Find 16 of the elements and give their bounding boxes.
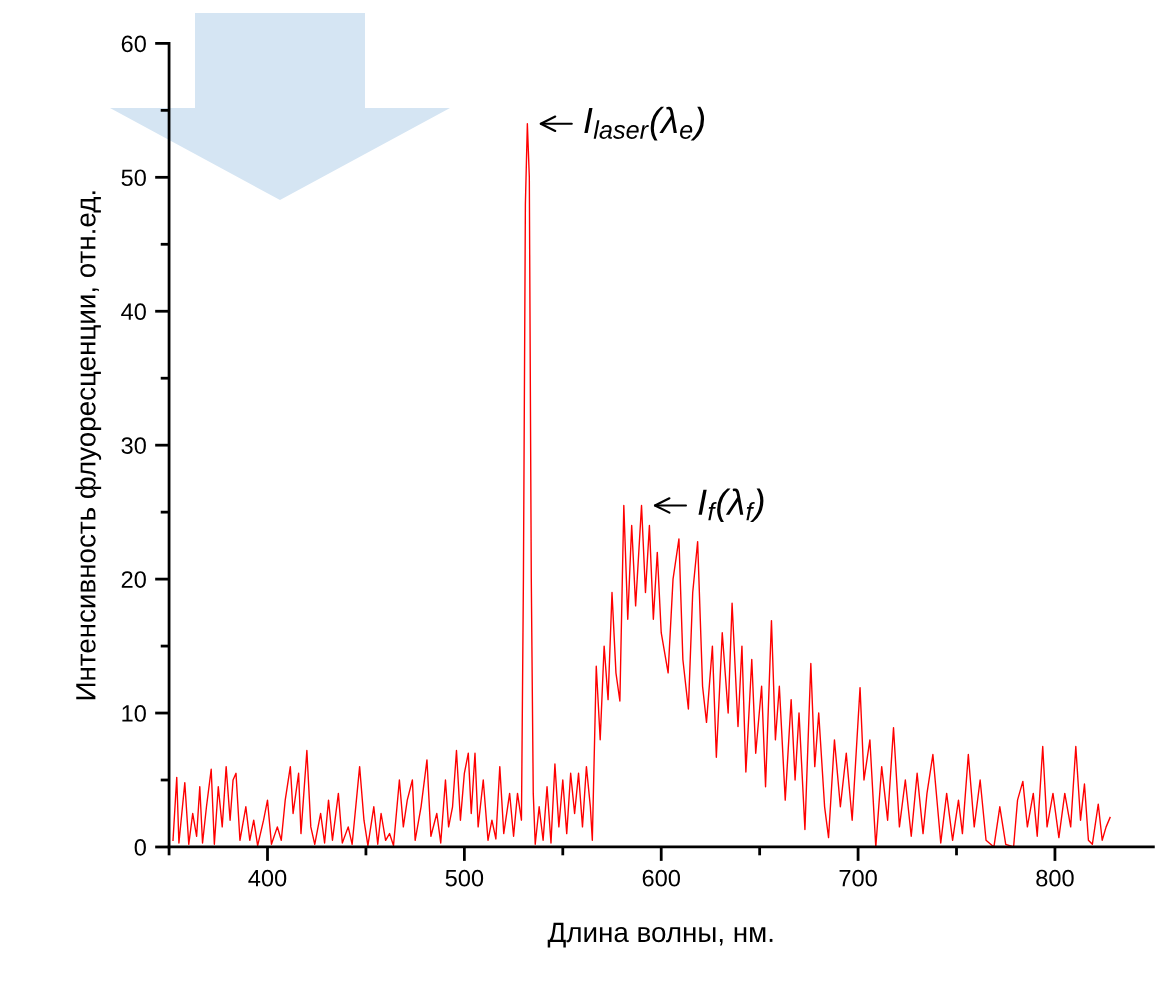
y-axis-title: Интенсивность флуоресценции, отн.ед.	[75, 191, 102, 700]
y-tick-label: 20	[121, 571, 146, 588]
y-tick-label: 0	[134, 839, 146, 856]
x-tick-label: 700	[839, 869, 877, 887]
x-tick-label: 500	[445, 869, 484, 887]
x-axis-title: Длина волны, нм.	[547, 922, 773, 948]
y-tick-label: 60	[121, 35, 146, 53]
y-tick-label: 40	[121, 303, 146, 321]
x-tick-label: 400	[248, 869, 287, 887]
y-tick-label: 50	[121, 169, 146, 187]
y-tick-label: 10	[122, 705, 146, 722]
annotation: I$_{f}$(λ$_{f}$)	[698, 488, 764, 523]
y-tick-label: 30	[121, 437, 146, 454]
x-tick-label: 600	[642, 869, 680, 887]
annotation: I$_{laser}$(λ$_{e}$)	[584, 106, 705, 141]
x-tick-label: 800	[1036, 869, 1074, 887]
